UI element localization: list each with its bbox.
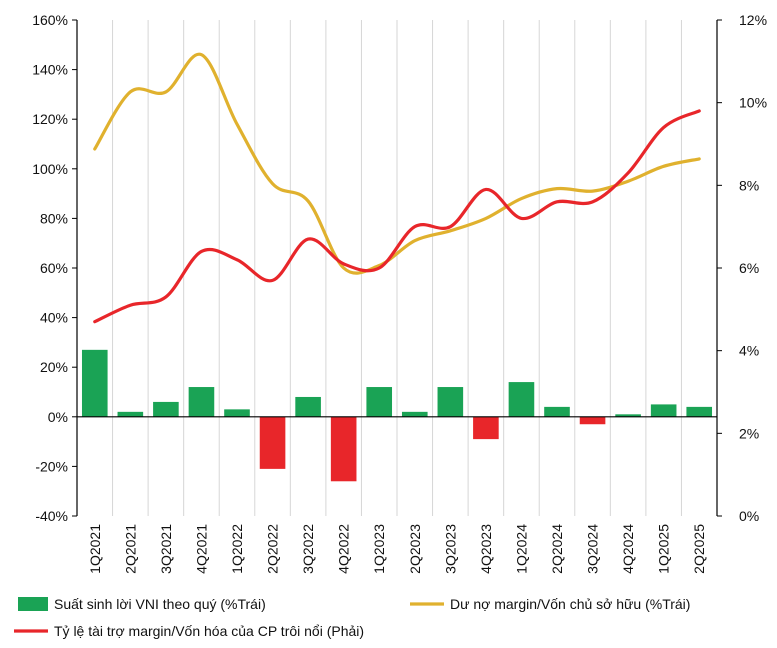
x-tick-label: 3Q2021 [158, 524, 174, 574]
x-tick-label: 1Q2023 [371, 524, 387, 574]
left-tick-label: 20% [40, 359, 68, 375]
left-tick-label: 60% [40, 260, 68, 276]
bar-3Q2021 [153, 401, 179, 417]
x-tick-label: 1Q2025 [656, 524, 672, 574]
x-tick-label: 3Q2023 [442, 524, 458, 574]
x-tick-label: 2Q2022 [265, 524, 281, 574]
legend-label-margin-equity: Dư nợ margin/Vốn chủ sở hữu (%Trái) [450, 596, 690, 612]
x-tick-label: 3Q2022 [300, 524, 316, 574]
bar-1Q2023 [366, 387, 393, 417]
x-tick-label: 2Q2021 [122, 524, 138, 574]
x-tick-label: 1Q2021 [87, 524, 103, 574]
left-tick-label: 160% [32, 12, 68, 28]
bar-4Q2024 [615, 414, 641, 417]
right-tick-label: 6% [739, 260, 759, 276]
bar-series [81, 349, 713, 482]
line-series [93, 52, 701, 324]
bar-3Q2023 [437, 387, 464, 417]
x-tick-label: 2Q2025 [691, 524, 707, 574]
bar-2Q2023 [401, 411, 428, 417]
tick-labels: 160% 140% 120% 100% 80% 60% 40% 20% 0% -20% -40% 12… [32, 12, 767, 574]
bar-4Q2021 [188, 387, 215, 417]
x-tick-label: 4Q2023 [478, 524, 494, 574]
x-tick-label: 2Q2024 [549, 524, 565, 574]
legend-label-margin-float: Tỷ lệ tài trợ margin/Vốn hóa của CP trôi… [54, 623, 364, 639]
x-tick-label: 4Q2024 [620, 524, 636, 574]
left-tick-label: 80% [40, 210, 68, 226]
bar-2Q2021 [117, 411, 144, 417]
left-tick-label: 140% [32, 62, 68, 78]
x-tick-label: 4Q2021 [193, 524, 209, 574]
gridlines [112, 20, 682, 516]
bar-2Q2025 [686, 406, 713, 417]
bar-3Q2024 [579, 416, 606, 425]
margin-float-cap-line [93, 109, 701, 324]
left-tick-label: -40% [35, 508, 68, 524]
bar-4Q2023 [473, 416, 499, 440]
legend: Suất sinh lời VNI theo quý (%Trái) Dư nợ … [14, 596, 690, 639]
right-tick-label: 2% [739, 425, 759, 441]
bar-2Q2024 [544, 406, 570, 417]
x-tick-label: 2Q2023 [407, 524, 423, 574]
x-tick-label: 4Q2022 [336, 524, 352, 574]
bar-3Q2022 [295, 396, 321, 417]
x-tick-label: 1Q2022 [229, 524, 245, 574]
bar-1Q2025 [650, 404, 677, 417]
right-tick-label: 0% [739, 508, 759, 524]
right-tick-label: 10% [739, 95, 767, 111]
legend-swatch-returns [18, 597, 48, 611]
right-tick-label: 12% [739, 12, 767, 28]
left-tick-label: 100% [32, 161, 68, 177]
right-tick-label: 8% [739, 177, 759, 193]
axes [72, 19, 722, 517]
right-tick-label: 4% [739, 343, 759, 359]
bar-4Q2022 [330, 416, 357, 482]
x-tick-label: 1Q2024 [513, 524, 529, 574]
x-tick-label: 3Q2024 [585, 524, 601, 574]
bar-1Q2021 [81, 349, 108, 417]
legend-label-returns: Suất sinh lời VNI theo quý (%Trái) [54, 596, 266, 612]
bar-1Q2024 [508, 382, 535, 417]
left-tick-label: 40% [40, 310, 68, 326]
left-tick-label: -20% [35, 458, 68, 474]
bar-2Q2022 [259, 416, 286, 469]
bar-1Q2022 [224, 409, 250, 417]
left-tick-label: 0% [48, 409, 68, 425]
left-tick-label: 120% [32, 111, 68, 127]
